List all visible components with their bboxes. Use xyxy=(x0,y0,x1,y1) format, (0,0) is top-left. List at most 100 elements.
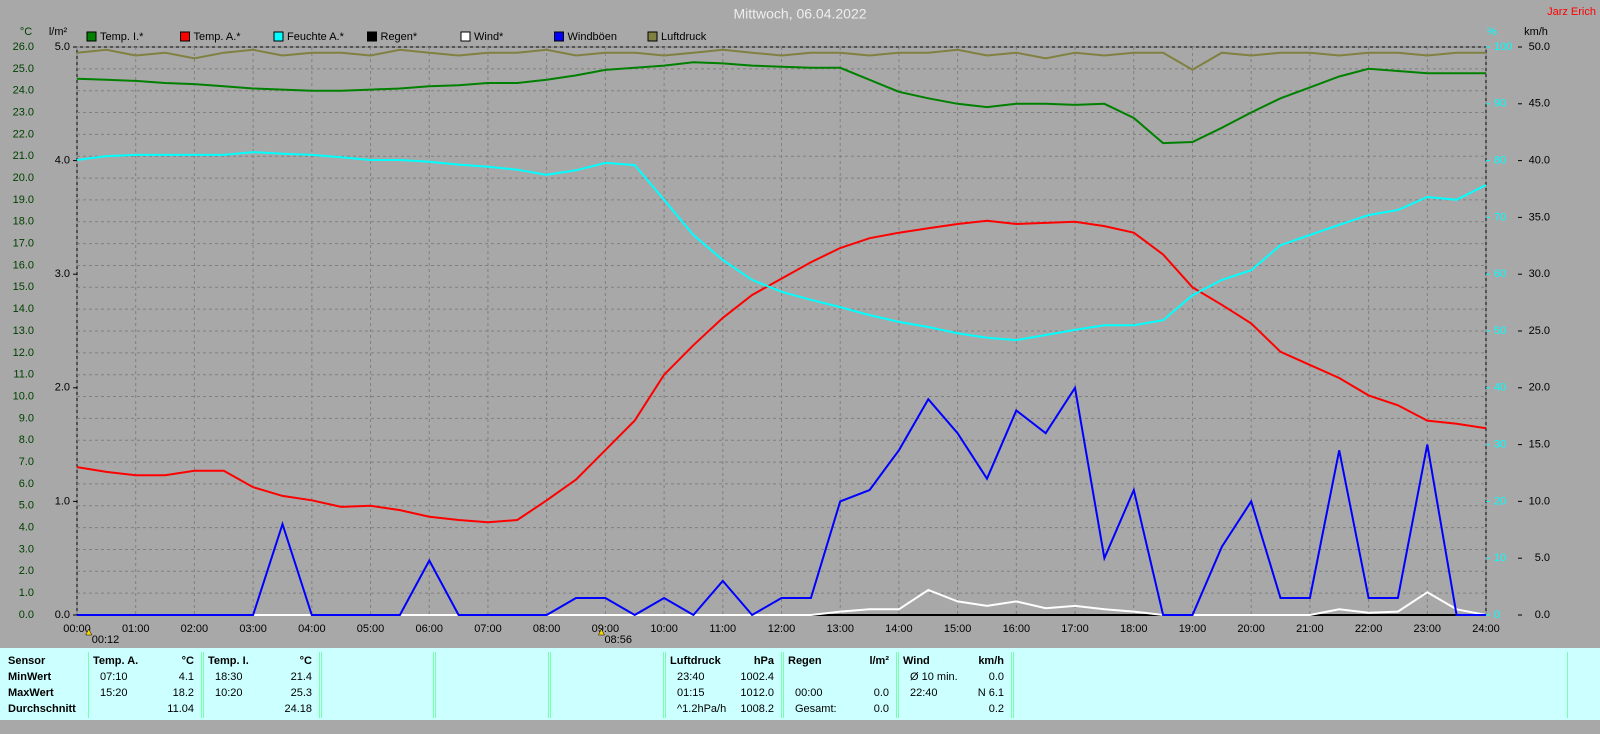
y-tick-label: 4.0 xyxy=(19,522,34,534)
y-tick-label: 23.0 xyxy=(13,106,34,118)
y3-tick-label: 80 xyxy=(1494,155,1506,167)
y4-tick-label: 10.0 xyxy=(1529,495,1550,507)
y4-tick-label: 40.0 xyxy=(1529,155,1550,167)
legend-label: Feuchte A.* xyxy=(287,31,345,43)
stat-value: 24.18 xyxy=(284,703,312,715)
legend-label: Regen* xyxy=(381,31,418,43)
x-tick-label: 19:00 xyxy=(1179,623,1207,635)
y-tick-label: 24.0 xyxy=(13,85,34,97)
x-tick-label: 09:00 xyxy=(592,623,620,635)
stat-label: 22:40 xyxy=(910,687,938,699)
y4-tick-label: 5.0 xyxy=(1535,552,1550,564)
y2-axis-title: l/m² xyxy=(49,26,68,38)
y4-tick-label: 30.0 xyxy=(1529,268,1550,280)
y-tick-label: 9.0 xyxy=(19,412,34,424)
y-tick-label: 19.0 xyxy=(13,194,34,206)
y-tick-label: 18.0 xyxy=(13,216,34,228)
y3-axis-title: % xyxy=(1487,26,1497,38)
y-tick-label: 17.0 xyxy=(13,238,34,250)
y-tick-label: 22.0 xyxy=(13,128,34,140)
x-tick-label: 14:00 xyxy=(885,623,913,635)
group-unit: °C xyxy=(299,655,312,667)
stat-value: 21.4 xyxy=(290,671,312,683)
y3-tick-label: 50 xyxy=(1494,325,1506,337)
y4-tick-label: 25.0 xyxy=(1529,325,1550,337)
x-tick-label: 22:00 xyxy=(1355,623,1383,635)
chart-title: Mittwoch, 06.04.2022 xyxy=(733,6,866,22)
x-tick-label: 05:00 xyxy=(357,623,385,635)
y3-tick-label: 90 xyxy=(1494,98,1506,110)
y-tick-label: 13.0 xyxy=(13,325,34,337)
y-tick-label: 2.0 xyxy=(19,565,34,577)
stat-label: 18:30 xyxy=(215,671,243,683)
table-column xyxy=(665,652,782,718)
stat-label: 00:00 xyxy=(795,687,823,699)
x-tick-label: 24:00 xyxy=(1472,623,1500,635)
legend-swatch xyxy=(647,31,658,42)
x-tick-label: 06:00 xyxy=(415,623,443,635)
stat-label: 01:15 xyxy=(677,687,705,699)
group-title: Wind xyxy=(903,655,930,667)
legend-label: Windböen xyxy=(568,31,618,43)
stat-label: 15:20 xyxy=(100,687,128,699)
y3-tick-label: 40 xyxy=(1494,382,1506,394)
y4-tick-label: 0.0 xyxy=(1535,609,1550,621)
marker-label: 00:12 xyxy=(92,634,120,646)
stats-table: Sensor MinWert MaxWert Durchschnitt Temp. A.… xyxy=(0,648,1600,720)
legend-label: Luftdruck xyxy=(661,31,707,43)
x-tick-label: 04:00 xyxy=(298,623,326,635)
stat-value: 0.0 xyxy=(873,703,889,715)
y-tick-label: 0.0 xyxy=(19,609,34,621)
y4-tick-label: 35.0 xyxy=(1529,211,1550,223)
table-column xyxy=(435,652,549,718)
series-line xyxy=(76,219,1487,524)
group-unit: °C xyxy=(181,655,194,667)
legend-swatch xyxy=(273,31,284,42)
x-tick-label: 23:00 xyxy=(1414,623,1442,635)
x-tick-label: 18:00 xyxy=(1120,623,1148,635)
y3-tick-label: 100 xyxy=(1494,41,1512,53)
x-tick-label: 21:00 xyxy=(1296,623,1324,635)
y4-tick-label: 20.0 xyxy=(1529,382,1550,394)
marker-label: 08:56 xyxy=(604,634,632,646)
y4-tick-label: 15.0 xyxy=(1529,439,1550,451)
legend-swatch xyxy=(460,31,471,42)
stat-value: 18.2 xyxy=(172,687,194,699)
group-title: Temp. A. xyxy=(93,655,139,667)
x-tick-label: 17:00 xyxy=(1061,623,1089,635)
stat-label: Gesamt: xyxy=(795,703,837,715)
group-unit: l/m² xyxy=(869,655,889,667)
stat-value: 1012.0 xyxy=(740,687,774,699)
author: Jarz Erich xyxy=(1547,6,1596,18)
legend-label: Wind* xyxy=(474,31,504,43)
legend-swatch xyxy=(180,31,190,42)
y-axis-title: °C xyxy=(20,26,32,38)
stat-value: 0.0 xyxy=(988,671,1004,683)
group-unit: hPa xyxy=(753,655,774,667)
stat-value: 0.2 xyxy=(988,703,1004,715)
y4-tick-label: 50.0 xyxy=(1529,41,1550,53)
legend-label: Temp. A.* xyxy=(194,31,242,43)
x-tick-label: 01:00 xyxy=(122,623,150,635)
table-column xyxy=(321,652,434,718)
group-title: Temp. I. xyxy=(208,655,249,667)
series-line xyxy=(76,48,1486,71)
y-tick-label: 11.0 xyxy=(13,369,34,381)
x-tick-label: 03:00 xyxy=(239,623,267,635)
x-tick-label: 00:00 xyxy=(63,623,91,635)
stat-label: 23:40 xyxy=(677,671,705,683)
group-unit: km/h xyxy=(978,655,1004,667)
y2-tick-label: 3.0 xyxy=(55,268,70,280)
y-tick-label: 3.0 xyxy=(19,543,34,555)
table-column xyxy=(898,652,1012,718)
legend-swatch xyxy=(86,31,97,42)
stat-value: 1002.4 xyxy=(740,671,774,683)
y-tick-label: 15.0 xyxy=(13,281,34,293)
table-column xyxy=(88,652,202,718)
stat-label: Ø 10 min. xyxy=(910,671,958,683)
stat-value: 25.3 xyxy=(290,687,312,699)
x-tick-label: 02:00 xyxy=(181,623,209,635)
legend-swatch xyxy=(554,31,564,42)
x-tick-label: 11:00 xyxy=(709,623,736,635)
row-label: MinWert xyxy=(8,671,52,683)
